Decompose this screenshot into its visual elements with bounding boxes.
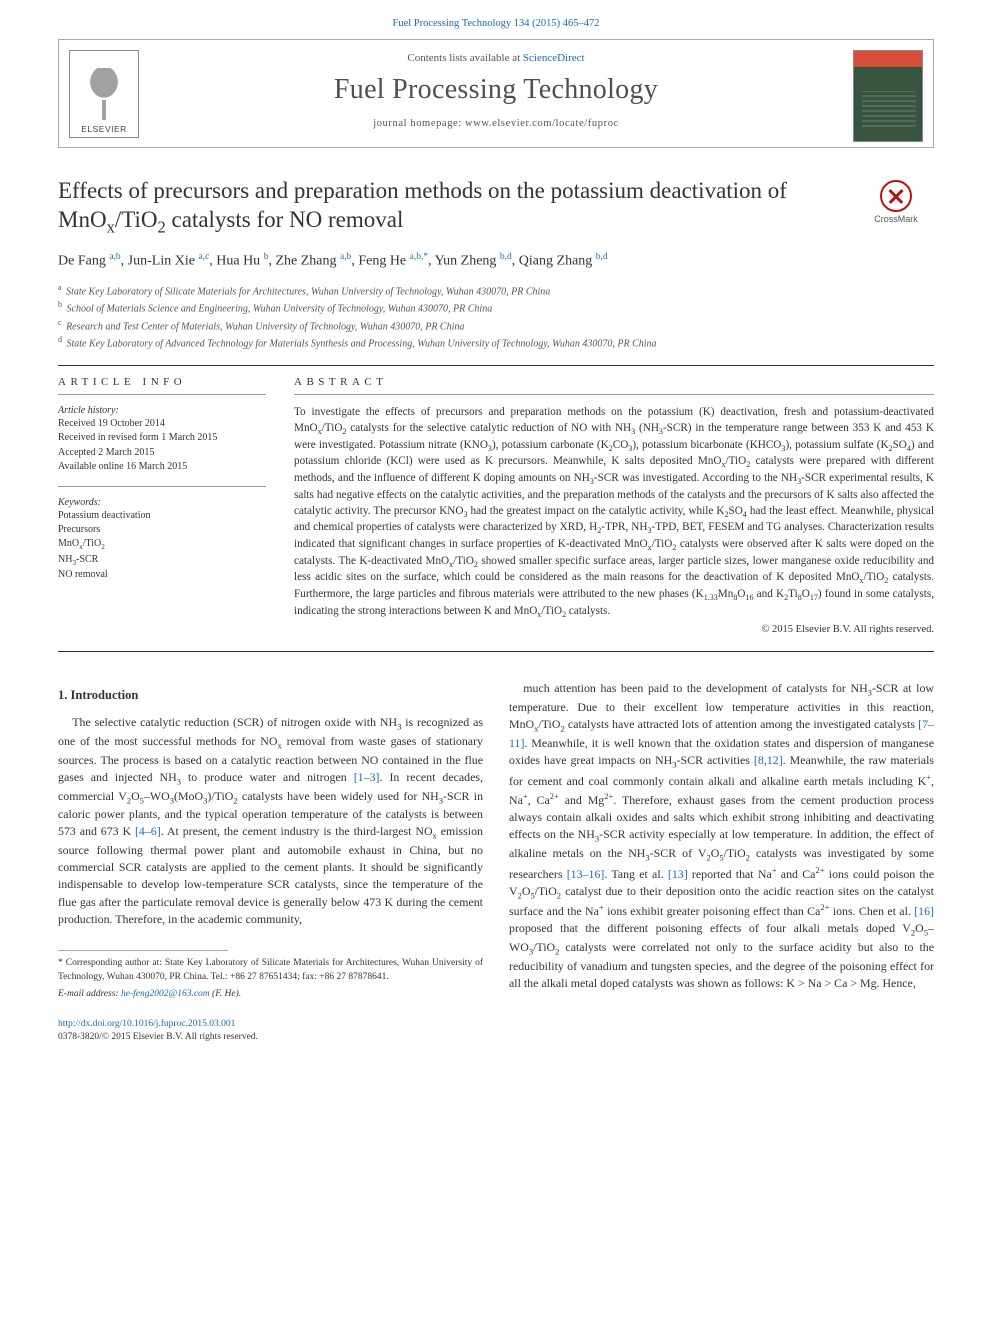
rule-bottom (58, 651, 934, 652)
abstract-copyright: © 2015 Elsevier B.V. All rights reserved… (294, 624, 934, 635)
footnote-rule (58, 950, 228, 951)
keyword: MnOx/TiO2 (58, 537, 266, 552)
affiliation-line: d State Key Laboratory of Advanced Techn… (58, 334, 934, 351)
history-block: Received 19 October 2014Received in revi… (58, 417, 266, 474)
keyword: Precursors (58, 523, 266, 537)
journal-cover-thumbnail[interactable] (853, 50, 923, 142)
journal-homepage: journal homepage: www.elsevier.com/locat… (169, 118, 823, 129)
crossmark-badge[interactable]: CrossMark (858, 180, 934, 224)
corresponding-author-note: * Corresponding author at: State Key Lab… (58, 957, 483, 985)
keywords-block: Potassium deactivationPrecursorsMnOx/TiO… (58, 509, 266, 582)
article-title: Effects of precursors and preparation me… (58, 176, 934, 238)
body-columns: 1. Introduction The selective catalytic … (58, 680, 934, 1002)
abstract-rule (294, 394, 934, 395)
affiliation-line: b School of Materials Science and Engine… (58, 299, 934, 316)
article-info-heading: ARTICLE INFO (58, 376, 266, 388)
affiliation-line: a State Key Laboratory of Silicate Mater… (58, 282, 934, 299)
doi-link[interactable]: http://dx.doi.org/10.1016/j.fuproc.2015.… (58, 1019, 235, 1029)
keyword: Potassium deactivation (58, 509, 266, 523)
contents-list-label: Contents lists available at ScienceDirec… (169, 52, 823, 64)
abstract-heading: ABSTRACT (294, 376, 934, 388)
elsevier-wordmark: ELSEVIER (81, 124, 127, 134)
history-line: Received in revised form 1 March 2015 (58, 431, 266, 445)
abstract-text: To investigate the effects of precursors… (294, 405, 934, 620)
crossmark-icon (880, 180, 912, 212)
history-line: Received 19 October 2014 (58, 417, 266, 431)
history-line: Available online 16 March 2015 (58, 460, 266, 474)
info-rule-2 (58, 486, 266, 487)
sciencedirect-link[interactable]: ScienceDirect (523, 52, 585, 64)
intro-para-1: The selective catalytic reduction (SCR) … (58, 714, 483, 928)
doi-block: http://dx.doi.org/10.1016/j.fuproc.2015.… (58, 1018, 934, 1045)
keyword: NH3-SCR (58, 553, 266, 568)
keyword: NO removal (58, 568, 266, 582)
crossmark-label: CrossMark (874, 214, 918, 224)
email-link[interactable]: he-feng2002@163.com (121, 989, 210, 999)
issn-copyright: 0378-3820/© 2015 Elsevier B.V. All right… (58, 1032, 258, 1042)
affiliation-line: c Research and Test Center of Materials,… (58, 317, 934, 334)
keywords-label: Keywords: (58, 497, 266, 508)
affiliations: a State Key Laboratory of Silicate Mater… (58, 282, 934, 351)
history-label: Article history: (58, 405, 266, 416)
journal-title: Fuel Processing Technology (169, 74, 823, 106)
issue-citation[interactable]: Fuel Processing Technology 134 (2015) 46… (58, 18, 934, 29)
journal-header: ELSEVIER Contents lists available at Sci… (58, 39, 934, 148)
rule-top (58, 365, 934, 366)
intro-para-2: much attention has been paid to the deve… (509, 680, 934, 992)
elsevier-tree-icon (81, 68, 127, 120)
elsevier-logo: ELSEVIER (69, 50, 139, 138)
history-line: Accepted 2 March 2015 (58, 446, 266, 460)
info-rule (58, 394, 266, 395)
corresponding-email: E-mail address: he-feng2002@163.com (F. … (58, 988, 483, 1002)
section-heading-intro: 1. Introduction (58, 686, 483, 704)
author-list: De Fang a,b, Jun-Lin Xie a,c, Hua Hu b, … (58, 250, 934, 272)
